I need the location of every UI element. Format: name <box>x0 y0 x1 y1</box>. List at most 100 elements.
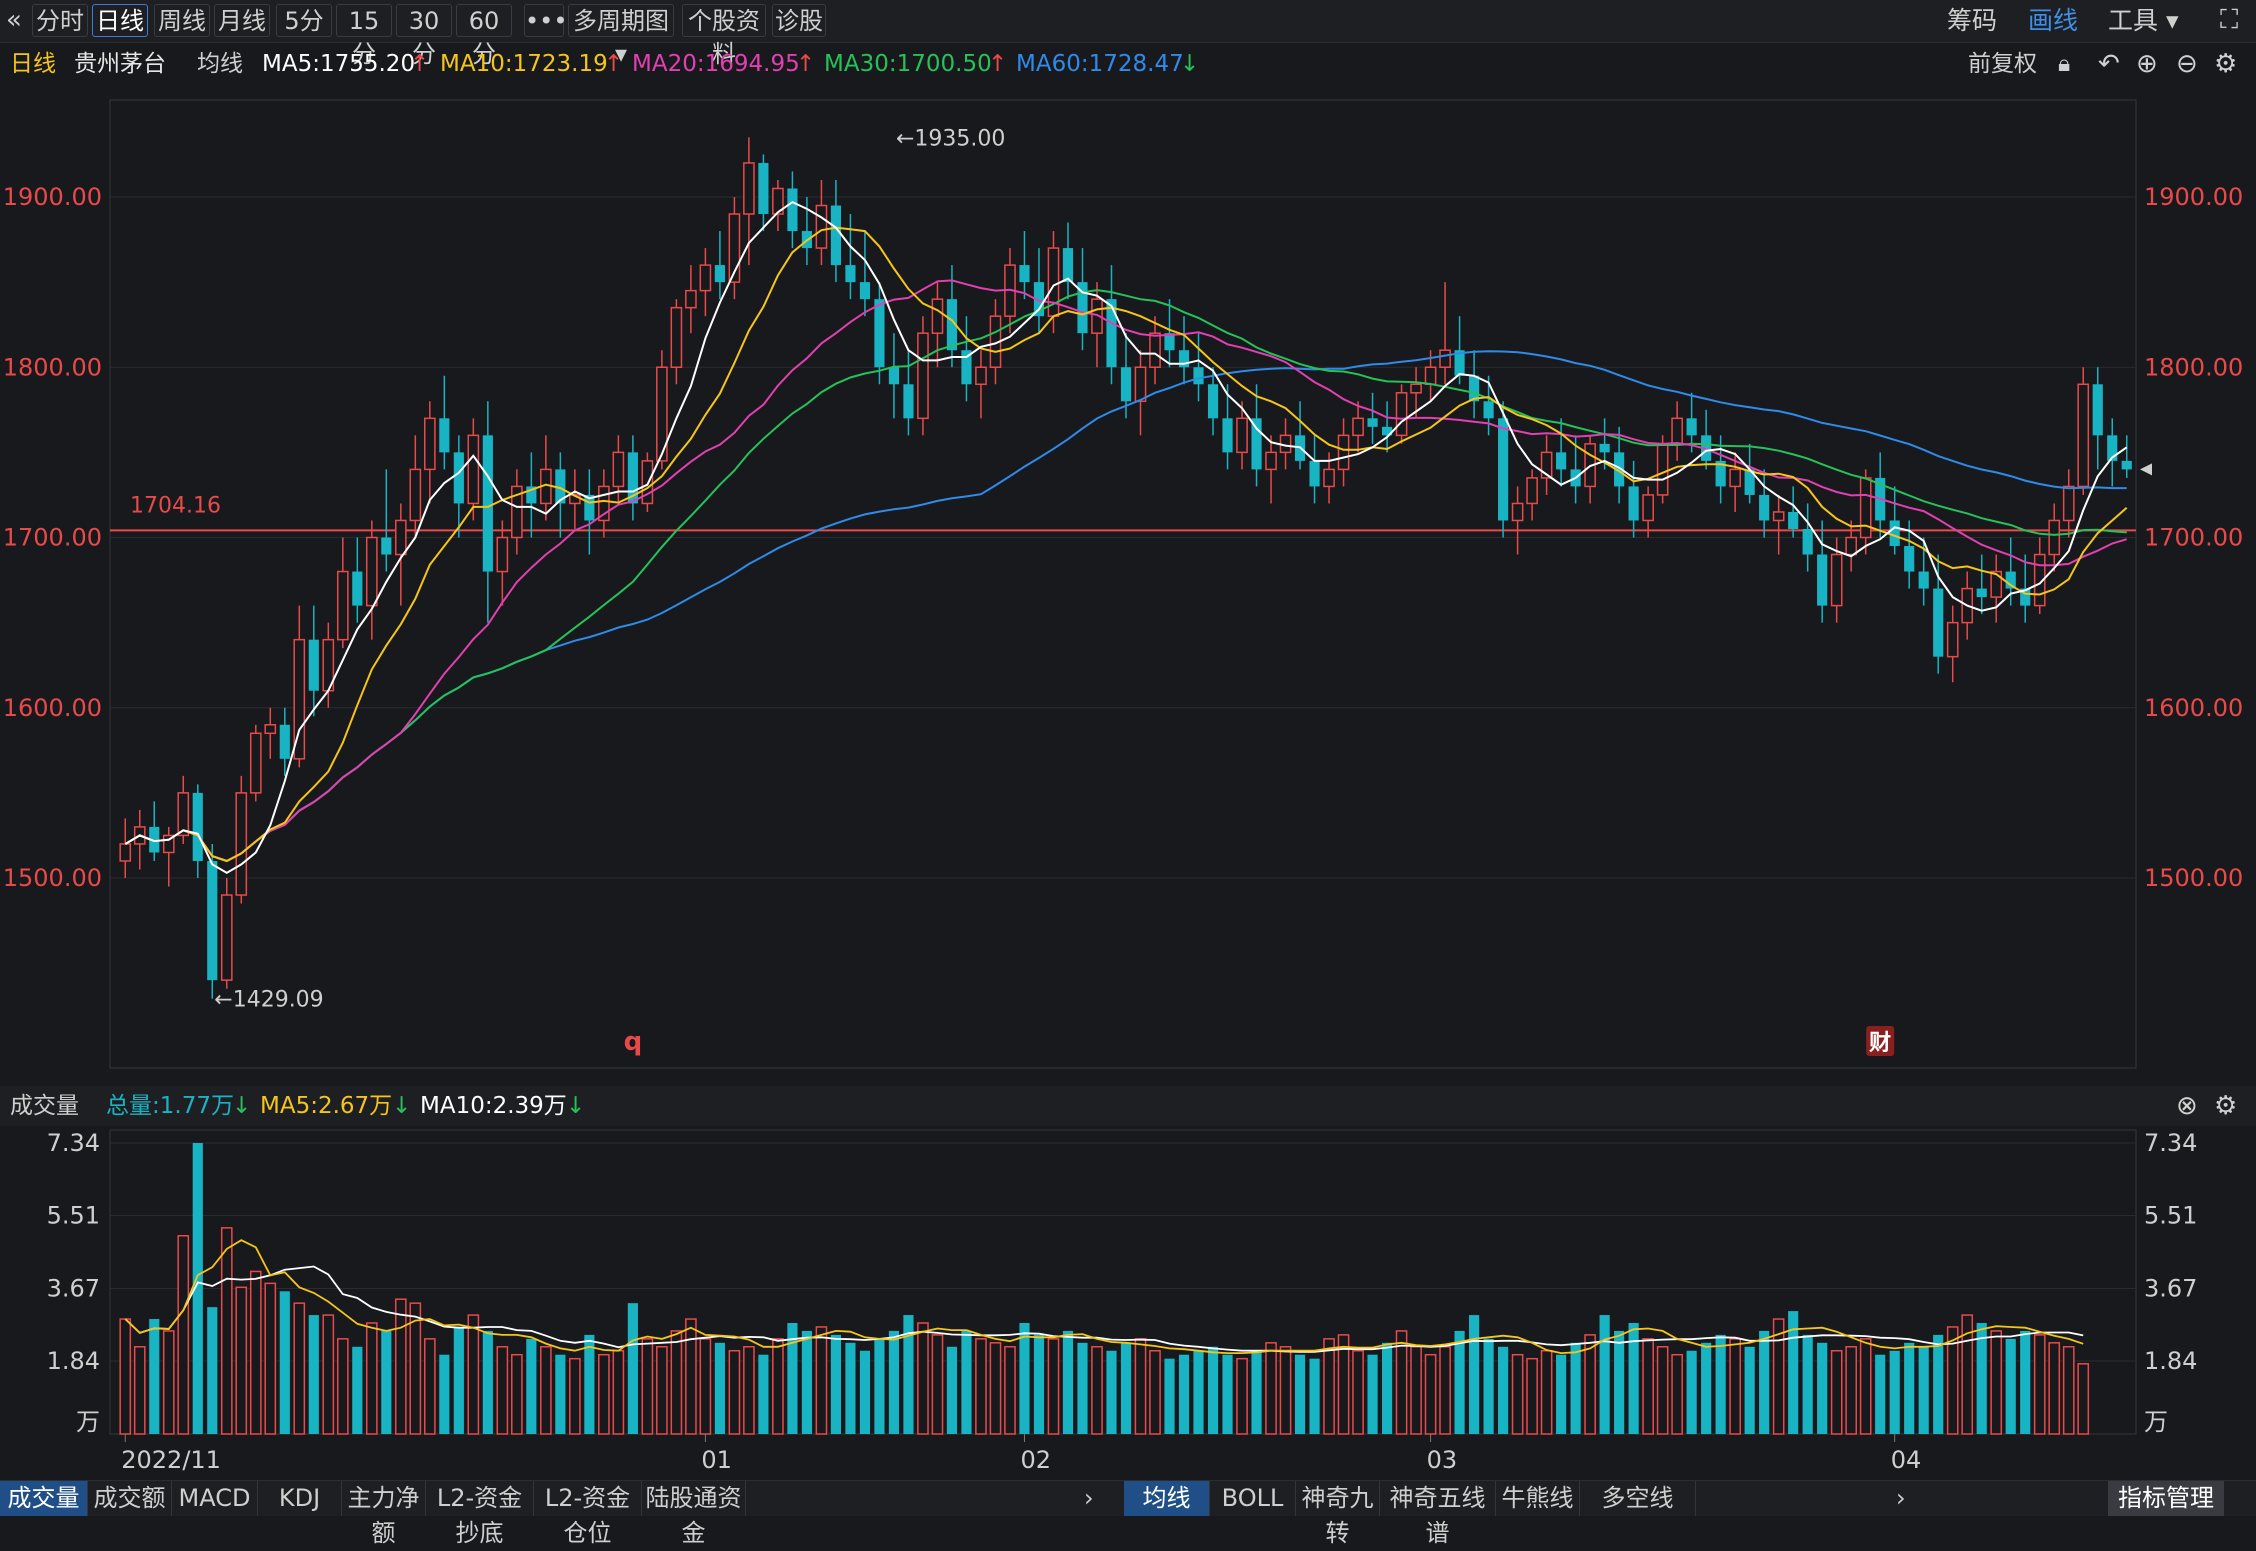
ma30-line <box>124 289 2127 863</box>
volume-bar-up <box>1149 1349 1161 1435</box>
volume-bar-down <box>1367 1354 1378 1434</box>
candle-body-down <box>1077 282 1088 334</box>
undo-icon[interactable]: ↶ <box>2098 49 2120 79</box>
settings-gear-icon[interactable]: ⚙ <box>2214 49 2238 79</box>
volume-bar-up <box>322 1314 335 1435</box>
candle-body-down <box>192 792 203 861</box>
fullscreen-icon[interactable]: ⛶ <box>2220 5 2239 35</box>
candle-body-down <box>308 639 319 691</box>
indicator-manage-button[interactable]: 指标管理 <box>2108 1481 2224 1516</box>
volume-bar-down <box>584 1334 595 1434</box>
candle-body-down <box>1556 452 1567 470</box>
overlay-tab-3[interactable]: 神奇五线谱 <box>1380 1481 1496 1547</box>
volume-bar-down <box>381 1330 392 1434</box>
candle-body-up <box>612 451 625 488</box>
period-tab-8[interactable]: ••• <box>524 4 567 37</box>
volume-bar-down <box>714 1342 725 1434</box>
lock-icon[interactable]: 🔒︎ <box>2058 51 2071 77</box>
volume-bar-down <box>1628 1322 1639 1434</box>
overlay-tab-4[interactable]: 牛熊线 <box>1496 1481 1580 1516</box>
volume-bar-up <box>1323 1338 1335 1435</box>
period-tab-4[interactable]: 5分 <box>276 4 332 37</box>
ma10-line <box>124 226 2128 863</box>
candle-body-down <box>1454 350 1465 376</box>
indicator-tab-6[interactable]: L2-资金仓位 <box>534 1481 642 1547</box>
candle-body-up <box>496 536 509 573</box>
volume-bar-down <box>279 1291 290 1434</box>
volume-bar-up <box>1845 1346 1858 1435</box>
candle-body-up <box>511 485 523 539</box>
volume-bar-down <box>1251 1350 1262 1434</box>
candle-body-down <box>627 452 638 504</box>
period-tab-10[interactable]: 个股资料 <box>682 4 766 68</box>
indicator-tab-0[interactable]: 成交量 <box>0 1481 88 1516</box>
period-tab-7[interactable]: 60分 <box>456 4 512 68</box>
indicator-tabs: 成交量 成交额 MACD KDJ 主力净额 L2-资金抄底 L2-资金仓位 陆股通资金 均线 BO… <box>0 1480 2256 1547</box>
volume-bar-up <box>2033 1334 2046 1435</box>
volume-bar-down <box>1207 1346 1219 1434</box>
volume-tick-label-right: 3.67 <box>2144 1275 2197 1303</box>
period-tab-11[interactable]: 诊股 <box>772 4 826 37</box>
ma-label[interactable]: 均线 <box>197 51 243 77</box>
volume-bar-down <box>1222 1354 1233 1434</box>
volume-bar-up <box>656 1346 668 1435</box>
kline-chart[interactable]: 1500.00 1500.00 1600.00 1600.00 1700.00 1700.… <box>0 84 2256 1480</box>
period-tab-6[interactable]: 30分 <box>396 4 452 68</box>
indicator-tab-2[interactable]: MACD <box>172 1481 258 1516</box>
volume-bar-up <box>394 1298 407 1435</box>
tabs-next-right-icon[interactable]: › <box>1896 1484 1906 1512</box>
adjust-mode[interactable]: 前复权 <box>1968 51 2037 77</box>
indicator-tab-7[interactable]: 陆股通资金 <box>642 1481 746 1547</box>
period-tab-5[interactable]: 15分 <box>336 4 392 68</box>
volume-bar-up <box>989 1342 1002 1435</box>
price-tick-label-right: 1700.00 <box>2144 524 2243 552</box>
overlay-tab-1[interactable]: BOLL <box>1210 1481 1296 1516</box>
volume-ma5-down-arrow-icon: ↓ <box>392 1093 412 1119</box>
volume-bar-down <box>787 1322 798 1434</box>
tools-menu[interactable]: 工具 ▾ <box>2108 6 2179 35</box>
candle-body-down <box>1599 443 1610 453</box>
candle-body-up <box>1729 468 1741 488</box>
indicator-tab-4[interactable]: 主力净额 <box>342 1481 426 1547</box>
zoom-in-icon[interactable]: ⊕ <box>2136 49 2158 79</box>
volume-bar-down <box>308 1315 319 1434</box>
volume-bar-up <box>119 1318 132 1435</box>
candle-body-down <box>1106 299 1117 368</box>
volume-close-icon[interactable]: ⊗ <box>2176 1091 2198 1121</box>
candle-body-up <box>1526 477 1538 505</box>
volume-bar-up <box>699 1338 712 1435</box>
period-tab-2[interactable]: 周线 <box>154 4 210 37</box>
volume-bar-down <box>1193 1350 1204 1434</box>
overlay-tab-2[interactable]: 神奇九转 <box>1296 1481 1380 1547</box>
indicator-tab-5[interactable]: L2-资金抄底 <box>426 1481 534 1547</box>
price-tick-label-right: 1800.00 <box>2144 353 2243 381</box>
report-marker-bg <box>1866 1026 1895 1056</box>
candle-body-down <box>1381 426 1393 436</box>
volume-bar-up <box>1279 1346 1292 1435</box>
period-tab-3[interactable]: 月线 <box>214 4 270 37</box>
volume-bar-down <box>1875 1354 1886 1434</box>
indicator-tab-3[interactable]: KDJ <box>258 1481 342 1516</box>
candles-group <box>119 137 2132 999</box>
tabs-next-icon[interactable]: › <box>1084 1484 1094 1512</box>
overlay-tab-5[interactable]: 多空线 <box>1580 1481 1696 1516</box>
period-tab-0[interactable]: 分时 <box>32 4 88 37</box>
overlay-tab-0[interactable]: 均线 <box>1124 1481 1210 1516</box>
back-icon[interactable]: « <box>6 5 22 35</box>
draw-line-tab[interactable]: 画线 <box>2028 6 2079 35</box>
candle-body-up <box>728 213 741 283</box>
price-tick-label-left: 1900.00 <box>3 183 102 211</box>
volume-bar-up <box>336 1338 349 1435</box>
chips-tab[interactable]: 筹码 <box>1947 6 1998 35</box>
volume-bar-down <box>801 1330 812 1434</box>
candle-body-up <box>177 792 190 837</box>
indicator-tab-1[interactable]: 成交额 <box>88 1481 172 1516</box>
volume-settings-gear-icon[interactable]: ⚙ <box>2214 1091 2238 1121</box>
volume-bar-up <box>685 1318 697 1435</box>
period-tab-9[interactable]: 多周期图 ▾ <box>568 4 674 68</box>
period-tab-1[interactable]: 日线 <box>92 4 148 37</box>
zoom-out-icon[interactable]: ⊖ <box>2176 49 2198 79</box>
volume-bar-up <box>1584 1334 1596 1435</box>
volume-bar-up <box>177 1235 190 1435</box>
candle-body-up <box>1323 468 1335 488</box>
